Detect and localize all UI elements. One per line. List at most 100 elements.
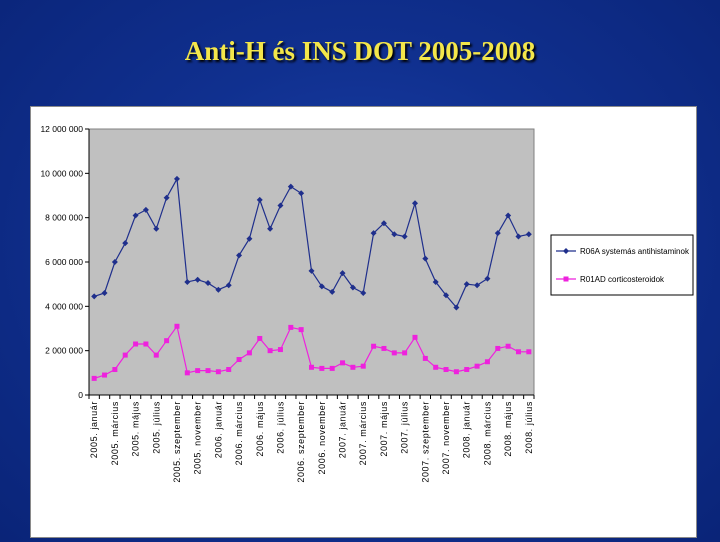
- x-tick-label: 2005. május: [131, 401, 141, 457]
- data-point-series-2: [360, 363, 366, 369]
- data-point-series-2: [443, 367, 449, 373]
- data-point-series-1: [339, 270, 346, 277]
- x-tick-label: 2006. május: [255, 401, 265, 457]
- y-tick-label: 0: [78, 390, 83, 400]
- data-point-series-1: [474, 282, 481, 289]
- data-point-series-1: [401, 233, 408, 240]
- x-axis: 2005. január 2005. március 2005. május 2005…: [88, 394, 535, 483]
- data-point-series-1: [505, 212, 512, 219]
- x-tick-label: 2006. január: [213, 401, 223, 458]
- data-point-series-2: [402, 350, 408, 356]
- data-point-series-2: [505, 343, 511, 349]
- data-point-series-2: [464, 367, 470, 373]
- data-point-series-1: [287, 183, 294, 190]
- data-point-series-2: [236, 357, 242, 363]
- data-point-series-2: [422, 355, 428, 361]
- data-point-series-1: [246, 235, 253, 242]
- y-axis: 0 2 000 000 4 000 000 6 000 000 8 000 000 10 …: [40, 124, 90, 400]
- data-point-series-2: [495, 345, 501, 351]
- x-tick-label: 2007. szeptember: [420, 401, 430, 483]
- data-point-series-2: [122, 352, 128, 358]
- x-tick-label: 2006. március: [234, 401, 244, 465]
- data-point-series-2: [298, 327, 304, 333]
- data-point-series-1: [173, 175, 180, 182]
- data-point-series-2: [195, 368, 201, 374]
- data-point-series-2: [215, 369, 221, 375]
- data-point-series-2: [184, 370, 190, 376]
- data-point-series-1: [411, 200, 418, 207]
- data-point-series-1: [370, 230, 377, 237]
- x-tick-label: 2008. január: [462, 401, 472, 458]
- data-point-series-1: [380, 220, 387, 227]
- data-point-series-1: [463, 281, 470, 288]
- data-point-series-2: [412, 334, 418, 340]
- legend-marker: [563, 276, 569, 282]
- data-point-series-1: [142, 206, 149, 213]
- data-point-series-2: [474, 363, 480, 369]
- y-tick-label: 8 000 000: [45, 213, 83, 223]
- data-point-series-1: [318, 283, 325, 290]
- data-point-series-1: [153, 225, 160, 232]
- data-point-series-2: [340, 360, 346, 366]
- x-tick-label: 2005. július: [151, 401, 161, 454]
- data-point-series-1: [349, 284, 356, 291]
- data-point-series-1: [494, 230, 501, 237]
- data-point-series-1: [267, 225, 274, 232]
- x-tick-label: 2007. január: [338, 401, 348, 458]
- series-layer: [91, 175, 532, 381]
- data-point-series-1: [91, 293, 98, 300]
- data-point-series-2: [526, 349, 532, 355]
- data-point-series-2: [246, 350, 252, 356]
- legend: R06A systemás antihistaminok R01AD cortic…: [550, 234, 694, 296]
- data-point-series-1: [443, 292, 450, 299]
- x-tick-label: 2008. július: [524, 401, 534, 454]
- data-point-series-2: [381, 345, 387, 351]
- y-tick-label: 2 000 000: [45, 346, 83, 356]
- data-point-series-2: [433, 364, 439, 370]
- data-point-series-1: [329, 288, 336, 295]
- slide-title: Anti-H és INS DOT 2005-2008: [184, 36, 536, 66]
- data-point-series-1: [205, 280, 212, 287]
- data-point-series-2: [319, 365, 325, 371]
- data-point-series-2: [277, 347, 283, 353]
- data-point-series-1: [236, 252, 243, 259]
- data-point-series-1: [215, 286, 222, 293]
- x-tick-label: 2007. március: [358, 401, 368, 465]
- chart-frame: 0 2 000 000 4 000 000 6 000 000 8 000 000 10 …: [30, 106, 697, 538]
- data-point-series-2: [267, 348, 273, 354]
- x-tick-label: 2007. május: [379, 401, 389, 457]
- data-point-series-1: [101, 290, 108, 297]
- legend-label: R06A systemás antihistaminok: [580, 247, 690, 256]
- data-point-series-2: [453, 369, 459, 375]
- data-point-series-1: [432, 278, 439, 285]
- data-point-series-2: [112, 367, 118, 373]
- data-point-series-1: [111, 259, 118, 265]
- x-tick-label: 2005. szeptember: [172, 401, 182, 483]
- x-tick-label: 2006. július: [275, 401, 285, 454]
- x-tick-label: 2006. szeptember: [296, 401, 306, 483]
- x-tick-label: 2005. január: [89, 401, 99, 458]
- data-point-series-2: [329, 365, 335, 371]
- data-point-series-1: [308, 267, 315, 274]
- data-point-series-2: [350, 364, 356, 370]
- data-point-series-2: [133, 341, 139, 347]
- data-point-series-2: [226, 367, 232, 373]
- data-point-series-1: [391, 231, 398, 238]
- x-tick-label: 2005. november: [193, 401, 203, 474]
- data-point-series-2: [91, 375, 97, 381]
- data-point-series-2: [174, 323, 180, 329]
- data-point-series-1: [525, 231, 532, 238]
- data-point-series-2: [288, 324, 294, 330]
- data-point-series-2: [164, 338, 170, 344]
- data-point-series-2: [153, 352, 159, 358]
- line-chart: 0 2 000 000 4 000 000 6 000 000 8 000 000 10 …: [40, 124, 694, 483]
- x-tick-label: 2006. november: [317, 401, 327, 474]
- legend-marker: [563, 248, 569, 254]
- plot-area: [88, 128, 535, 396]
- x-tick-label: 2007. november: [441, 401, 451, 474]
- data-point-series-1: [484, 275, 491, 282]
- data-point-series-1: [132, 212, 139, 219]
- data-point-series-1: [453, 304, 460, 311]
- data-point-series-2: [484, 359, 490, 365]
- data-point-series-2: [391, 350, 397, 356]
